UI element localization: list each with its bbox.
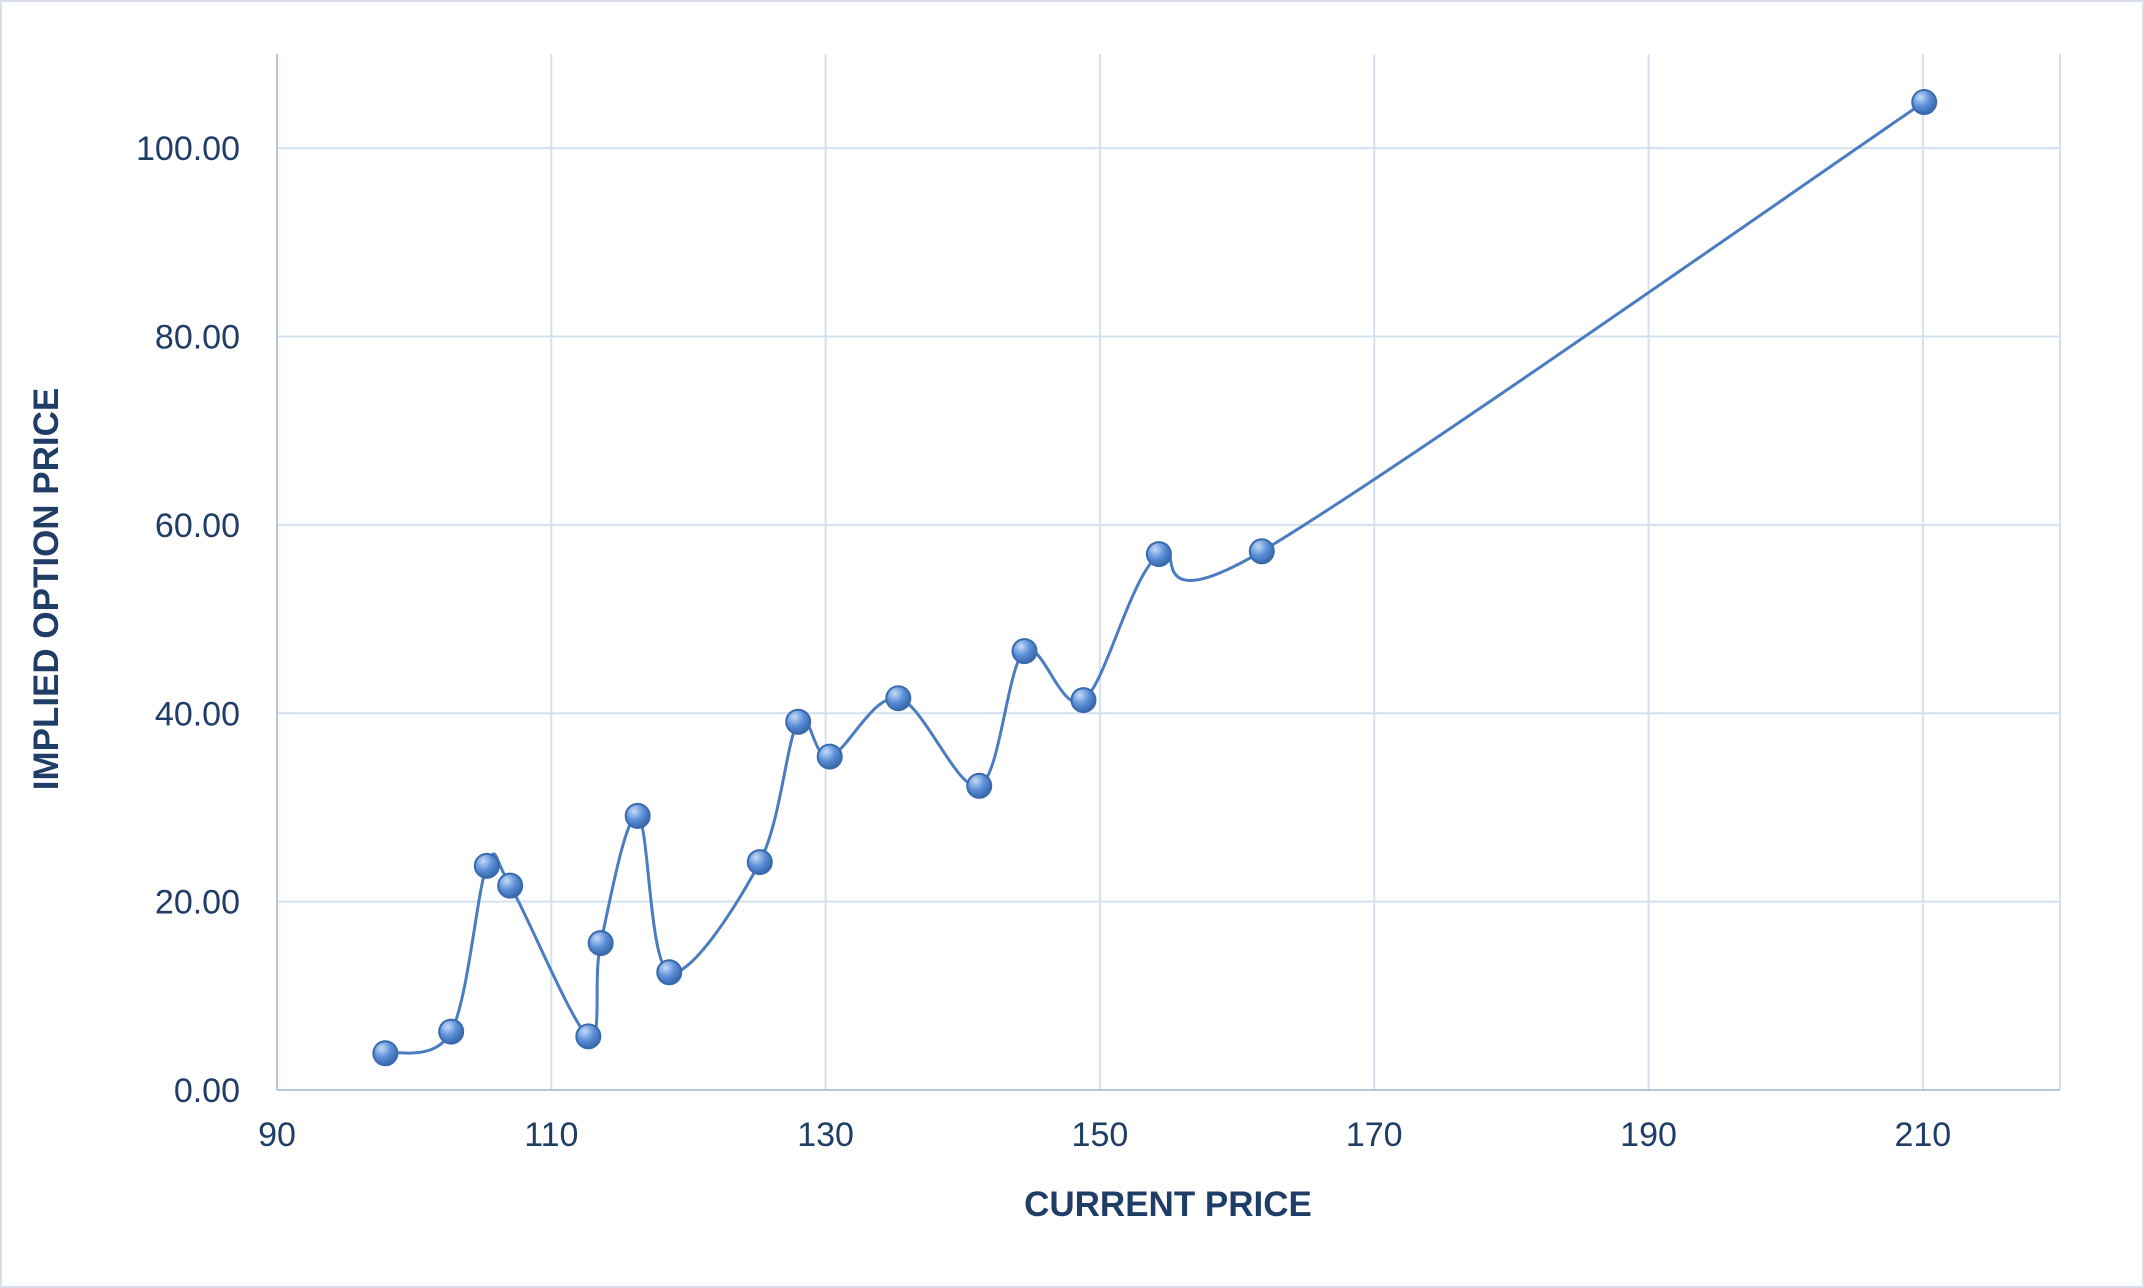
x-tick-label: 170	[1346, 1116, 1403, 1154]
data-point	[816, 743, 843, 770]
x-tick-label: 150	[1072, 1116, 1129, 1154]
data-point	[575, 1023, 602, 1050]
data-point	[885, 685, 912, 712]
y-tick-label: 20.00	[155, 884, 240, 922]
data-point	[1070, 687, 1097, 714]
x-tick-label: 190	[1620, 1116, 1677, 1154]
data-point	[473, 852, 500, 879]
y-tick-label: 80.00	[155, 319, 240, 357]
x-tick-label: 210	[1894, 1116, 1951, 1154]
data-point	[372, 1040, 399, 1067]
data-point	[438, 1018, 465, 1045]
tick-labels: 90 110 130 150 170 190 210 0.00 20.00 40.00 60.00 8…	[136, 130, 1951, 1154]
data-point	[1911, 89, 1938, 116]
data-point	[587, 930, 614, 957]
y-tick-label: 0.00	[174, 1072, 240, 1110]
y-tick-label: 60.00	[155, 507, 240, 545]
data-point	[746, 849, 773, 876]
data-point	[1011, 638, 1038, 665]
data-point	[1248, 538, 1275, 565]
y-tick-label: 100.00	[136, 130, 240, 168]
series-line	[384, 100, 1926, 1055]
data-point	[1145, 541, 1172, 568]
data-point	[497, 872, 524, 899]
x-tick-label: 110	[524, 1116, 578, 1154]
data-markers	[372, 89, 1938, 1067]
data-point	[656, 959, 683, 986]
x-axis-title: CURRENT PRICE	[1024, 1185, 1312, 1224]
data-point	[785, 708, 812, 735]
x-tick-label: 90	[258, 1116, 296, 1154]
data-point	[624, 802, 651, 829]
x-tick-label: 130	[797, 1116, 854, 1154]
axes	[276, 54, 2060, 1091]
series-path	[384, 100, 1926, 1055]
gridlines	[276, 54, 2061, 1091]
y-axis-title: IMPLIED OPTION PRICE	[27, 388, 66, 791]
data-point	[966, 772, 993, 799]
y-tick-label: 40.00	[155, 695, 240, 733]
